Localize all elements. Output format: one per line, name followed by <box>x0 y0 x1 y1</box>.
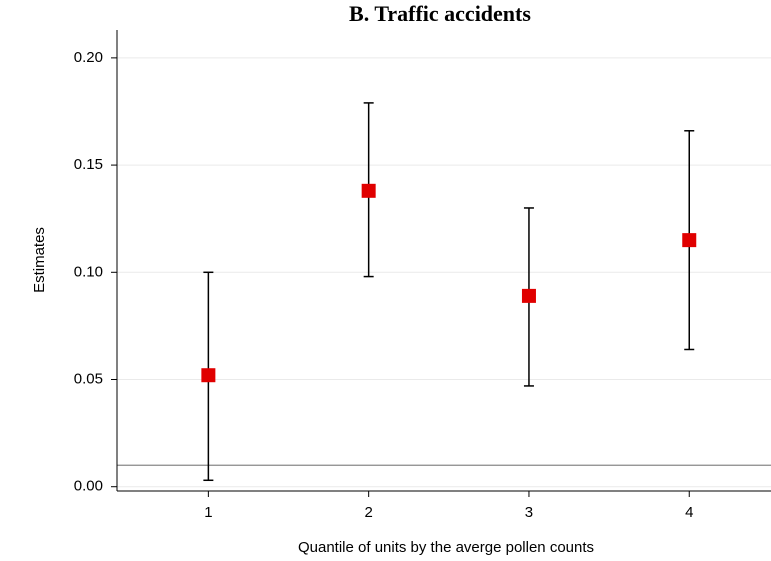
x-tick-label: 1 <box>204 504 212 521</box>
point <box>521 288 536 303</box>
y-tick-label: 0.05 <box>74 370 103 387</box>
y-tick-label: 0.15 <box>74 156 103 173</box>
point <box>682 233 697 248</box>
y-tick-label: 0.00 <box>74 478 103 495</box>
chart-title: B. Traffic accidents <box>349 1 531 26</box>
point <box>201 368 216 383</box>
point <box>361 183 376 198</box>
x-tick-label: 3 <box>525 504 533 521</box>
x-axis-label: Quantile of units by the averge pollen c… <box>298 539 594 556</box>
y-tick-label: 0.10 <box>74 263 103 280</box>
y-tick-label: 0.20 <box>74 49 103 66</box>
y-axis-label: Estimates <box>31 227 48 293</box>
x-tick-label: 4 <box>685 504 693 521</box>
x-tick-label: 2 <box>364 504 372 521</box>
